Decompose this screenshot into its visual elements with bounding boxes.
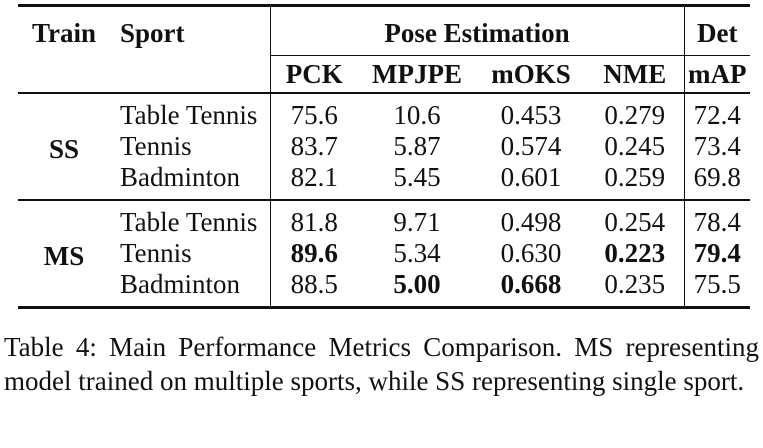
cell-moks: 0.630 — [500, 238, 562, 268]
cell-nme: 0.279 — [586, 92, 685, 131]
cell-mpjpe: 10.6 — [358, 92, 476, 131]
cell-mpjpe: 5.45 — [393, 162, 441, 192]
cell-map: 78.4 — [684, 199, 750, 238]
cell-nme: 0.223 — [586, 238, 685, 269]
results-table-container: Train Sport Pose Estimation Det PCK MPJP… — [18, 4, 750, 309]
header-metric-nme: NME — [586, 55, 685, 93]
cell-map: 79.4 — [693, 238, 741, 268]
header-sport-spacer — [110, 55, 271, 93]
cell-moks: 0.453 — [476, 92, 586, 131]
sport-name: Tennis — [110, 131, 271, 162]
cell-map: 75.5 — [684, 269, 750, 309]
cell-nme: 0.235 — [586, 269, 685, 309]
cell-pck: 88.5 — [270, 269, 358, 309]
cell-map: 69.8 — [693, 162, 741, 192]
cell-moks: 0.498 — [476, 199, 586, 238]
sport-name: Badminton — [110, 269, 271, 309]
cell-pck: 89.6 — [290, 238, 338, 268]
cell-map: 72.4 — [684, 92, 750, 131]
cell-nme: 0.245 — [586, 131, 685, 162]
header-det: Det — [684, 4, 750, 56]
header-pose-estimation: Pose Estimation — [270, 4, 685, 56]
sport-name: Badminton — [110, 162, 271, 200]
header-train-spacer — [18, 56, 110, 94]
table-row: SS Table Tennis 75.6 10.6 0.453 0.279 72.4 — [18, 92, 750, 200]
cell-mpjpe: 5.87 — [393, 131, 441, 161]
header-train: Train — [18, 4, 110, 56]
train-label: MS — [18, 199, 110, 309]
sport-name: Tennis — [110, 238, 271, 269]
cell-pck: 75.6 — [270, 92, 358, 131]
cell-map: 73.4 — [693, 131, 741, 161]
header-metric-map: mAP — [684, 55, 750, 93]
results-table: Train Sport Pose Estimation Det PCK MPJP… — [18, 4, 750, 309]
train-label: SS — [18, 92, 110, 200]
cell-mpjpe: 5.34 — [393, 238, 441, 268]
table-row: Tennis 89.6 5.34 0.630 0.223 79.4 — [18, 238, 750, 269]
sport-name: Table Tennis — [110, 92, 271, 131]
header-sport: Sport — [110, 4, 271, 56]
cell-nme: 0.254 — [586, 199, 685, 238]
cell-pck: 82.1 — [290, 162, 338, 192]
header-metric-pck: PCK — [270, 55, 358, 93]
table-row: Badminton 88.5 5.00 0.668 0.235 75.5 — [18, 269, 750, 309]
header-metric-mpjpe: MPJPE — [358, 55, 476, 93]
header-row-metrics: PCK MPJPE mOKS NME mAP — [18, 55, 750, 94]
cell-moks: 0.601 — [500, 162, 562, 192]
table-caption: Table 4: Main Performance Metrics Compar… — [4, 332, 759, 396]
table-row: Badminton 82.1 5.45 0.601 0.259 69.8 — [18, 162, 750, 200]
sport-name: Table Tennis — [110, 199, 271, 238]
cell-nme: 0.259 — [586, 162, 685, 200]
table-row: Tennis 83.7 5.87 0.574 0.245 73.4 — [18, 131, 750, 162]
cell-mpjpe: 9.71 — [358, 199, 476, 238]
cell-moks: 0.668 — [476, 269, 586, 309]
cell-pck: 81.8 — [270, 199, 358, 238]
table-row: MS Table Tennis 81.8 9.71 0.498 0.254 78.4 — [18, 199, 750, 309]
header-metric-moks: mOKS — [476, 55, 586, 93]
cell-pck: 83.7 — [290, 131, 338, 161]
header-row-groups: Train Sport Pose Estimation Det — [18, 4, 750, 56]
cell-mpjpe: 5.00 — [358, 269, 476, 309]
cell-moks: 0.574 — [500, 131, 562, 161]
